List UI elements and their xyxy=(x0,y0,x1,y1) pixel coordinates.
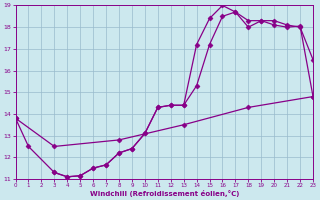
X-axis label: Windchill (Refroidissement éolien,°C): Windchill (Refroidissement éolien,°C) xyxy=(90,190,239,197)
